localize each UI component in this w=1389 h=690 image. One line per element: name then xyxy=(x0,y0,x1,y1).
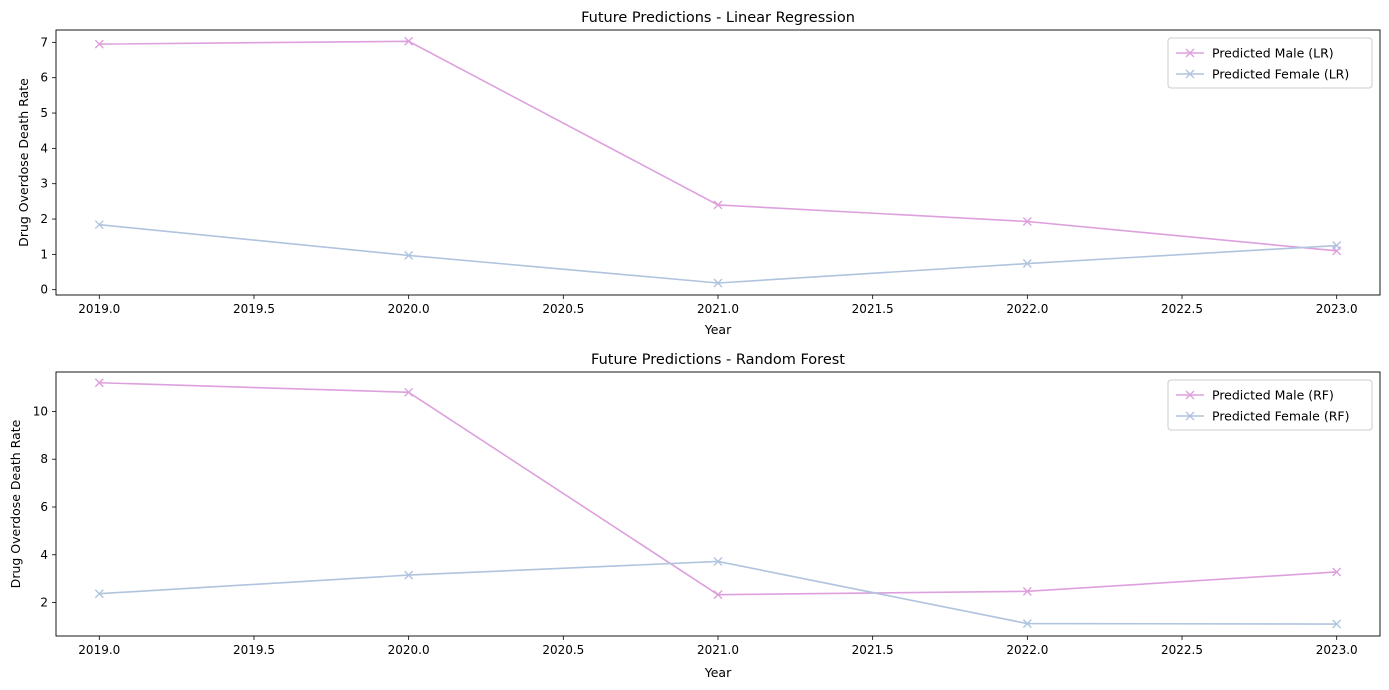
plot-frame xyxy=(55,29,1381,296)
x-tick-label: 2020.5 xyxy=(542,302,584,316)
legend: Predicted Male (LR) Predicted Female (LR) xyxy=(1167,37,1373,89)
legend: Predicted Male (RF) Predicted Female (RF) xyxy=(1167,379,1373,431)
y-tick-label: 6 xyxy=(40,500,48,514)
series-line-male xyxy=(99,381,1337,596)
series-line-female xyxy=(99,560,1337,625)
subplot-1: Future Predictions - Linear Regression20… xyxy=(16,10,1381,337)
legend-entry-label: Predicted Female (LR) xyxy=(1212,67,1349,82)
legend-entry-label: Predicted Male (LR) xyxy=(1212,46,1334,61)
y-axis-label: Drug Overdose Death Rate xyxy=(8,419,23,588)
data-point-marker xyxy=(1332,567,1342,577)
legend-box xyxy=(1167,37,1373,89)
x-tick-label: 2020.0 xyxy=(388,302,430,316)
y-tick-label: 2 xyxy=(40,212,48,226)
data-point-marker xyxy=(713,590,723,600)
x-tick-label: 2020.5 xyxy=(542,643,584,657)
y-tick-label: 2 xyxy=(40,596,48,610)
data-point-marker xyxy=(1022,586,1032,596)
x-tick-label: 2021.0 xyxy=(697,643,739,657)
data-point-marker xyxy=(404,250,414,260)
legend-marker-swatch xyxy=(1185,390,1195,400)
legend-marker-swatch xyxy=(1185,69,1195,79)
data-point-marker xyxy=(1022,619,1032,629)
data-point-marker xyxy=(1022,217,1032,227)
y-axis-label: Drug Overdose Death Rate xyxy=(16,78,31,247)
data-point-marker xyxy=(1022,259,1032,269)
data-point-marker xyxy=(94,589,104,599)
legend-box xyxy=(1167,379,1373,431)
y-tick-label: 7 xyxy=(40,35,48,49)
y-tick-label: 4 xyxy=(40,548,48,562)
subplot-2: Future Predictions - Random Forest 2019.0… xyxy=(8,352,1381,680)
data-point-marker xyxy=(713,200,723,210)
x-tick-label: 2021.5 xyxy=(852,643,894,657)
y-tick-label: 3 xyxy=(40,177,48,191)
y-tick-label: 1 xyxy=(40,247,48,261)
x-tick-label: 2020.0 xyxy=(388,643,430,657)
data-point-marker xyxy=(1332,241,1342,251)
y-tick-label: 8 xyxy=(40,452,48,466)
data-point-marker xyxy=(94,39,104,49)
data-point-marker xyxy=(713,278,723,288)
x-tick-label: 2019.0 xyxy=(78,302,120,316)
y-tick-label: 6 xyxy=(40,71,48,85)
series-line-male xyxy=(99,40,1337,252)
x-tick-label: 2022.0 xyxy=(1006,302,1048,316)
x-tick-label: 2022.5 xyxy=(1161,643,1203,657)
data-point-marker xyxy=(404,570,414,580)
x-tick-label: 2019.5 xyxy=(233,302,275,316)
data-point-marker xyxy=(1332,619,1342,629)
y-tick-label: 0 xyxy=(40,283,48,297)
plot-frame xyxy=(55,371,1381,637)
x-axis-label: Year xyxy=(704,322,732,337)
legend-marker-swatch xyxy=(1185,48,1195,58)
data-point-marker xyxy=(94,378,104,388)
x-tick-label: 2022.5 xyxy=(1161,302,1203,316)
data-point-marker xyxy=(713,556,723,566)
legend-marker-swatch xyxy=(1185,411,1195,421)
chart-title: Future Predictions - Random Forest xyxy=(591,352,845,368)
y-tick-label: 10 xyxy=(33,404,48,418)
x-tick-label: 2023.0 xyxy=(1316,643,1358,657)
x-tick-label: 2023.0 xyxy=(1316,302,1358,316)
legend-entry-label: Predicted Female (RF) xyxy=(1212,409,1349,424)
chart-title: Future Predictions - Linear Regression xyxy=(581,10,855,26)
legend-entry-label: Predicted Male (RF) xyxy=(1212,388,1334,403)
x-tick-label: 2021.0 xyxy=(697,302,739,316)
x-tick-label: 2019.5 xyxy=(233,643,275,657)
data-point-marker xyxy=(404,36,414,46)
y-tick-label: 5 xyxy=(40,106,48,120)
x-tick-label: 2021.5 xyxy=(852,302,894,316)
data-point-marker xyxy=(94,220,104,230)
x-axis-label: Year xyxy=(704,665,732,680)
y-tick-label: 4 xyxy=(40,141,48,155)
x-tick-label: 2022.0 xyxy=(1006,643,1048,657)
data-point-marker xyxy=(404,387,414,397)
x-tick-label: 2019.0 xyxy=(78,643,120,657)
